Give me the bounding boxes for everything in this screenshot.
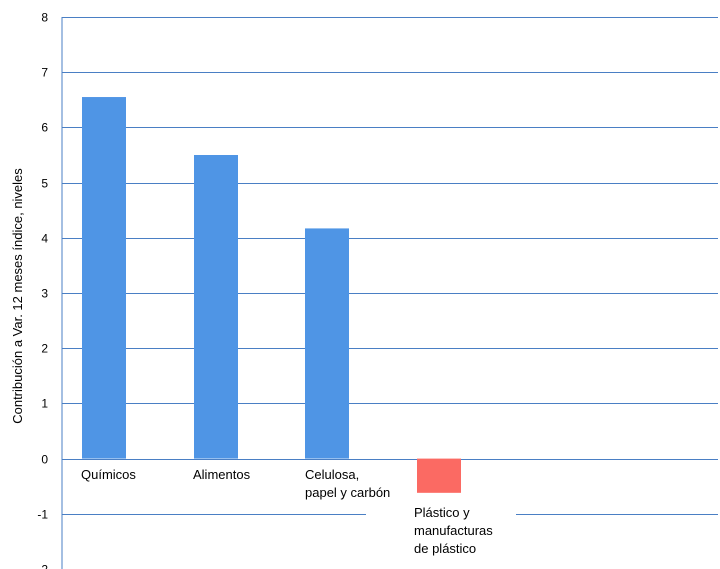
label-backdrop xyxy=(257,466,387,508)
bars xyxy=(82,97,461,493)
bar xyxy=(417,458,461,493)
y-tick-label: 6 xyxy=(41,121,48,135)
category-label: Celulosa, papel y carbón xyxy=(305,467,390,500)
gridlines xyxy=(61,17,718,569)
y-axis-label: Contribución a Var. 12 meses índice, niv… xyxy=(10,168,25,424)
y-tick-label: 3 xyxy=(41,287,48,301)
y-tick-label: -2 xyxy=(37,563,48,569)
y-tick-label: 1 xyxy=(41,397,48,411)
category-label: Alimentos xyxy=(193,467,251,482)
y-tick-label: -1 xyxy=(37,508,48,522)
y-tick-label: 0 xyxy=(41,453,48,467)
category-label: Químicos xyxy=(81,467,136,482)
y-axis-ticks: -2 -1 0 1 2 3 4 5 6 7 8 xyxy=(37,11,48,569)
y-tick-label: 7 xyxy=(41,66,48,80)
y-tick-label: 4 xyxy=(41,232,48,246)
y-tick-label: 8 xyxy=(41,11,48,25)
bar xyxy=(82,97,126,459)
y-tick-label: 2 xyxy=(41,342,48,356)
y-tick-label: 5 xyxy=(41,177,48,191)
label-backdrop xyxy=(366,504,516,564)
category-label: Plástico y manufacturas de plástico xyxy=(414,505,493,556)
category-labels: Químicos Alimentos Celulosa, papel y carbón… xyxy=(81,466,516,564)
bar xyxy=(305,228,349,459)
bar xyxy=(194,155,238,459)
